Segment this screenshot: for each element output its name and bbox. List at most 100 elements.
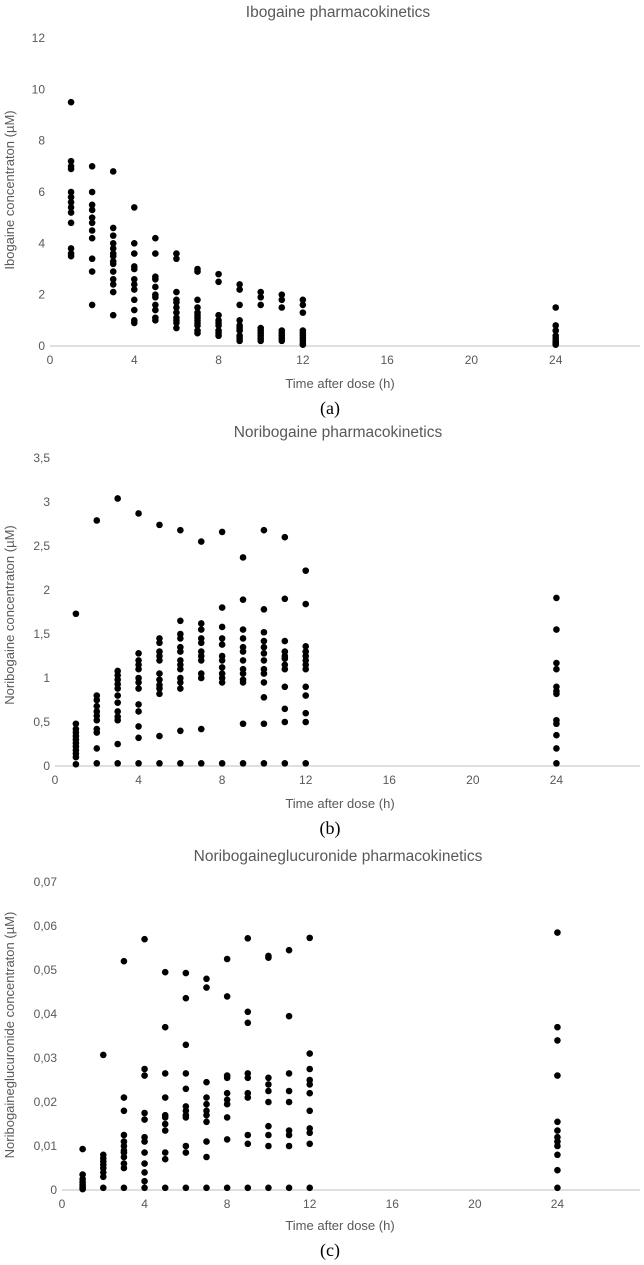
chart-b-xlabel: Time after dose (h)	[285, 796, 394, 811]
chart-b-point	[302, 760, 310, 767]
chart-c-point	[265, 1142, 272, 1150]
chart-c-point	[203, 1100, 210, 1108]
chart-c-point	[161, 1184, 169, 1192]
chart-c-ylabel: Noribogaineglucuronide concentraton (µM)	[2, 912, 17, 1159]
chart-c-point	[306, 1065, 314, 1073]
chart-c-point	[285, 1142, 293, 1150]
chart-b-point	[177, 665, 184, 673]
chart-c-point	[244, 1131, 252, 1139]
chart-b-point	[197, 538, 205, 545]
chart-b-point	[260, 720, 268, 728]
chart-b-point	[114, 699, 121, 706]
chart-a-point	[109, 245, 117, 252]
chart-a-point	[236, 281, 243, 288]
chart-b-point	[239, 648, 247, 655]
chart-b-point	[135, 685, 142, 692]
chart-b-point	[218, 657, 226, 664]
chart-b-point	[239, 626, 247, 633]
chart-a-point	[88, 227, 96, 234]
chart-b-point	[239, 596, 247, 603]
chart-a-point	[299, 309, 307, 316]
chart-c-point	[244, 1140, 252, 1148]
chart-b-point	[156, 732, 163, 740]
chart-a-point	[109, 260, 117, 268]
chart-c-point	[161, 1094, 169, 1101]
chart-a-point	[299, 341, 307, 349]
chart-b-point	[72, 753, 80, 761]
chart-a-point	[88, 201, 96, 209]
chart-b-point	[281, 665, 289, 673]
chart-c-point	[161, 1127, 169, 1134]
chart-b-point	[281, 637, 289, 645]
chart-c-point	[223, 1114, 231, 1121]
chart-b-point	[114, 685, 121, 692]
chart-c-point	[120, 1094, 128, 1101]
chart-a-point	[215, 278, 222, 286]
chart-c-point	[306, 1089, 314, 1097]
chart-b-point	[239, 554, 247, 561]
chart-a-point	[67, 198, 75, 206]
chart-b-x-tick-label: 12	[299, 773, 313, 787]
chart-b-point	[260, 760, 268, 767]
chart-a-point	[88, 188, 96, 196]
chart-a-ylabel: Ibogaine concentraton (µM)	[2, 110, 17, 269]
chart-a-caption: (a)	[320, 398, 340, 419]
chart-b-x-tick-label: 8	[219, 773, 226, 787]
chart-b-point	[114, 716, 121, 724]
chart-a-point	[299, 296, 307, 304]
chart-b-point	[281, 683, 289, 691]
chart-a-point	[67, 98, 75, 106]
chart-c-point	[223, 993, 231, 1000]
chart-c-point	[99, 1051, 107, 1059]
chart-b-point	[135, 760, 142, 767]
chart-c-y-tick-label: 0,03	[34, 1051, 58, 1065]
chart-c-point	[182, 1085, 190, 1093]
chart-c-point	[161, 1023, 169, 1031]
chart-b-point	[260, 526, 268, 534]
chart-a-title: Ibogaine pharmacokinetics	[246, 4, 431, 21]
chart-c-point	[285, 1184, 293, 1192]
chart-a-point	[109, 232, 117, 239]
chart-a-point	[173, 304, 180, 311]
chart-c-caption: (c)	[320, 1240, 340, 1261]
chart-c-point	[120, 1131, 128, 1139]
chart-c-point	[306, 1050, 314, 1057]
chart-b-point	[197, 674, 205, 682]
chart-b-point	[218, 641, 226, 648]
chart-c-point	[265, 1074, 272, 1082]
chart-b-point	[302, 683, 310, 691]
chart-b-point	[553, 665, 560, 673]
chart-a-point	[88, 214, 96, 221]
chart-c-point	[244, 1184, 252, 1192]
chart-c-point	[285, 946, 293, 954]
chart-a-point	[173, 255, 180, 263]
chart-c-point	[203, 1094, 210, 1101]
chart-b-x-tick-label: 0	[52, 773, 59, 787]
chart-b-point	[260, 643, 268, 651]
chart-b-y-tick-label: 3	[43, 495, 50, 509]
chart-a-point	[152, 301, 159, 309]
chart-b-markers	[72, 495, 560, 768]
chart-b-point	[156, 760, 163, 767]
chart-b-point	[281, 595, 289, 603]
chart-b-point	[135, 734, 142, 742]
chart-b-y-tick-label: 2	[43, 583, 50, 597]
chart-c-point	[223, 1074, 231, 1082]
chart-c-point	[554, 1151, 561, 1159]
chart-b-point	[218, 679, 226, 686]
chart-a-point	[88, 255, 96, 263]
chart-b-point	[114, 740, 121, 748]
chart-b-point	[302, 600, 310, 608]
chart-a-point	[173, 299, 180, 306]
chart-c-point	[120, 957, 128, 965]
chart-a-markers	[67, 98, 560, 349]
chart-c-point	[285, 1131, 293, 1139]
chart-a-point	[109, 288, 117, 296]
chart-b-point	[260, 657, 268, 664]
chart-b-point	[302, 718, 310, 726]
chart-b-point	[114, 708, 121, 715]
chart-c-y-tick-label: 0,05	[34, 963, 58, 977]
chart-a-y-tick-label: 8	[38, 134, 45, 148]
chart-b-point	[156, 639, 163, 647]
